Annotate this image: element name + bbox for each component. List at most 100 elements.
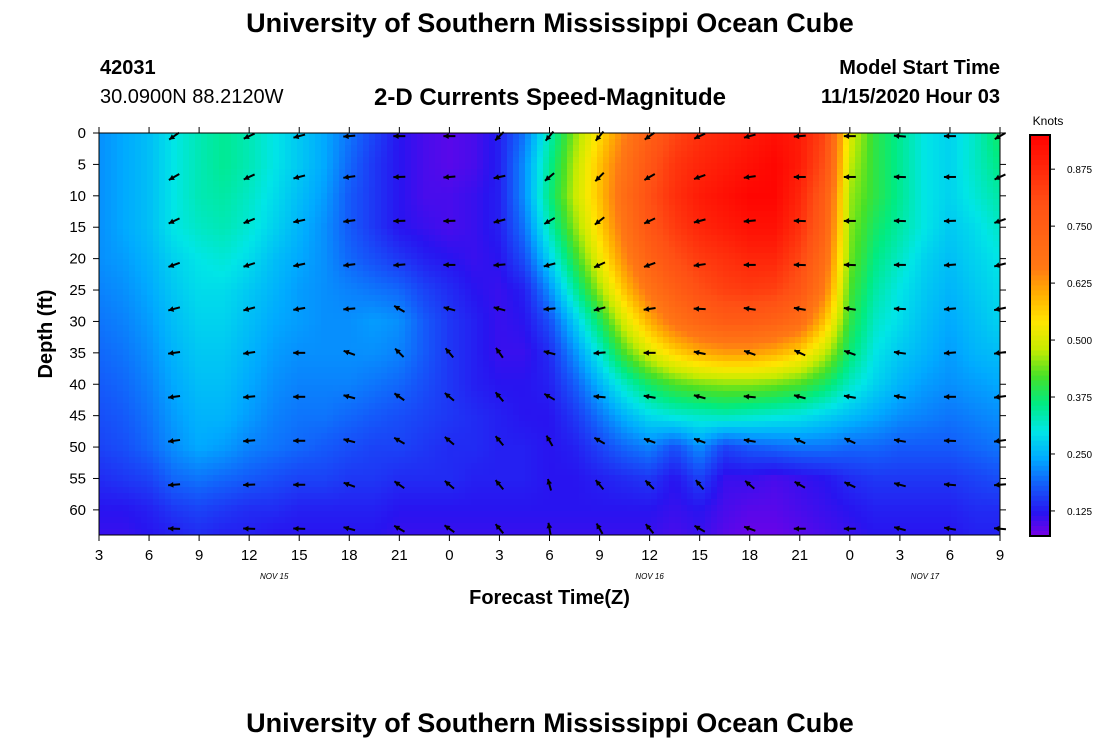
heatmap-cell (777, 283, 784, 290)
heatmap-cell (255, 199, 262, 206)
heatmap-cell (783, 313, 790, 320)
heatmap-cell (531, 199, 538, 206)
heatmap-cell (831, 199, 838, 206)
heatmap-cell (771, 247, 778, 254)
heatmap-cell (243, 241, 250, 248)
heatmap-cell (525, 295, 532, 302)
heatmap-cell (669, 235, 676, 242)
heatmap-cell (915, 223, 922, 230)
heatmap-cell (987, 193, 994, 200)
heatmap-cell (681, 325, 688, 332)
heatmap-cell (813, 157, 820, 164)
heatmap-cell (873, 181, 880, 188)
heatmap-cell (207, 169, 214, 176)
heatmap-cell (933, 193, 940, 200)
heatmap-cell (525, 247, 532, 254)
heatmap-cell (285, 187, 292, 194)
heatmap-cell (627, 187, 634, 194)
heatmap-cell (327, 133, 334, 140)
heatmap-cell (615, 277, 622, 284)
heatmap-cell (837, 205, 844, 212)
heatmap-cell (375, 199, 382, 206)
heatmap-cell (441, 235, 448, 242)
heatmap-cell (543, 199, 550, 206)
heatmap-cell (159, 217, 166, 224)
heatmap-cell (579, 289, 586, 296)
heatmap-cell (903, 181, 910, 188)
heatmap-cell (909, 223, 916, 230)
heatmap-cell (321, 181, 328, 188)
heatmap-cell (945, 313, 952, 320)
heatmap-cell (219, 139, 226, 146)
heatmap-cell (651, 241, 658, 248)
heatmap-cell (981, 133, 988, 140)
heatmap-cell (993, 211, 1000, 218)
heatmap-cell (357, 289, 364, 296)
heatmap-cell (453, 325, 460, 332)
heatmap-cell (633, 217, 640, 224)
heatmap-cell (297, 187, 304, 194)
heatmap-cell (867, 277, 874, 284)
heatmap-cell (639, 223, 646, 230)
heatmap-cell (519, 295, 526, 302)
heatmap-cell (177, 205, 184, 212)
heatmap-cell (189, 295, 196, 302)
heatmap-cell (501, 277, 508, 284)
heatmap-cell (159, 229, 166, 236)
heatmap-cell (657, 271, 664, 278)
heatmap-cell (465, 265, 472, 272)
heatmap-cell (147, 163, 154, 170)
heatmap-cell (363, 217, 370, 224)
heatmap-cell (393, 145, 400, 152)
heatmap-cell (465, 145, 472, 152)
heatmap-cell (975, 283, 982, 290)
heatmap-cell (189, 187, 196, 194)
heatmap-cell (717, 163, 724, 170)
heatmap-cell (885, 223, 892, 230)
heatmap-cell (669, 259, 676, 266)
heatmap-cell (789, 157, 796, 164)
heatmap-cell (693, 169, 700, 176)
heatmap-cell (315, 301, 322, 308)
heatmap-cell (933, 289, 940, 296)
heatmap-cell (927, 247, 934, 254)
heatmap-cell (375, 313, 382, 320)
heatmap-cell (861, 313, 868, 320)
heatmap-cell (915, 181, 922, 188)
heatmap-cell (849, 277, 856, 284)
heatmap-cell (351, 223, 358, 230)
heatmap-cell (201, 205, 208, 212)
heatmap-cell (159, 223, 166, 230)
heatmap-cell (123, 277, 130, 284)
heatmap-cell (591, 253, 598, 260)
heatmap-cell (99, 283, 106, 290)
heatmap-cell (561, 283, 568, 290)
heatmap-cell (279, 253, 286, 260)
heatmap-cell (855, 151, 862, 158)
heatmap-cell (123, 331, 130, 338)
heatmap-cell (165, 247, 172, 254)
heatmap-cell (249, 307, 256, 314)
heatmap-cell (861, 253, 868, 260)
heatmap-cell (693, 289, 700, 296)
heatmap-cell (843, 319, 850, 326)
heatmap-cell (519, 217, 526, 224)
heatmap-cell (819, 283, 826, 290)
heatmap-cell (363, 181, 370, 188)
heatmap-cell (255, 145, 262, 152)
heatmap-cell (765, 253, 772, 260)
heatmap-cell (681, 199, 688, 206)
heatmap-cell (507, 319, 514, 326)
heatmap-cell (261, 241, 268, 248)
heatmap-cell (759, 145, 766, 152)
heatmap-cell (309, 175, 316, 182)
heatmap-cell (693, 229, 700, 236)
heatmap-cell (699, 199, 706, 206)
heatmap-cell (723, 283, 730, 290)
heatmap-cell (195, 277, 202, 284)
heatmap-cell (807, 199, 814, 206)
heatmap-cell (183, 151, 190, 158)
heatmap-cell (375, 169, 382, 176)
heatmap-cell (951, 193, 958, 200)
heatmap-cell (915, 139, 922, 146)
